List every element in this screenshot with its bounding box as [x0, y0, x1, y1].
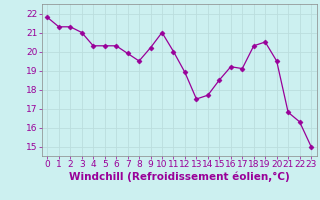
X-axis label: Windchill (Refroidissement éolien,°C): Windchill (Refroidissement éolien,°C)	[69, 172, 290, 182]
